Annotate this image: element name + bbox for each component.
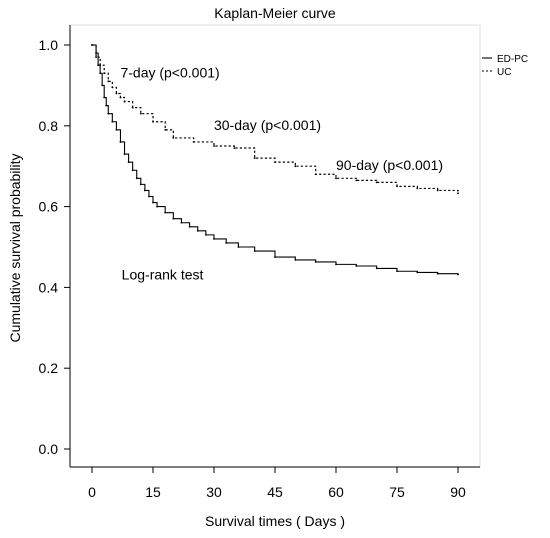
legend-label: UC (497, 67, 511, 78)
series-point-uc (95, 56, 97, 59)
y-tick-label: 0.2 (39, 360, 59, 376)
series-point-uc (314, 173, 317, 176)
series-point-ed-pc (156, 205, 158, 208)
series-point-ed-pc (148, 195, 150, 198)
series-point-ed-pc (164, 211, 167, 214)
x-tick-label: 75 (389, 484, 405, 500)
series-point-ed-pc (188, 225, 191, 228)
series-point-ed-pc (396, 270, 398, 273)
y-tick-label: 1.0 (39, 37, 59, 53)
series-point-ed-pc (253, 250, 256, 252)
series-point-uc (107, 80, 110, 83)
x-tick-label: 60 (328, 484, 344, 500)
series-point-uc (139, 112, 142, 115)
series-point-ed-pc (152, 201, 154, 204)
series-point-ed-pc (457, 273, 459, 276)
annotation-text: 90-day (p<0.001) (336, 157, 443, 173)
y-axis-label: Cumulative survival probability (7, 153, 23, 342)
series-point-ed-pc (237, 246, 240, 248)
x-tick-label: 15 (145, 484, 161, 500)
series-point-ed-pc (131, 169, 134, 172)
series-point-uc (192, 141, 195, 143)
chart-title: Kaplan-Meier curve (214, 5, 336, 21)
series-point-ed-pc (99, 72, 102, 75)
series-point-ed-pc (375, 267, 378, 270)
x-ticks: 0 15 30 45 60 75 90 (88, 467, 466, 500)
x-tick-label: 30 (206, 484, 222, 500)
series-point-ed-pc (111, 120, 114, 123)
series-point-uc (99, 64, 102, 67)
y-tick-label: 0.8 (39, 118, 59, 134)
y-ticks: 0.0 0.2 0.4 0.6 0.8 1.0 (39, 37, 70, 457)
plot-area-frame (69, 24, 481, 468)
series-point-ed-pc (127, 161, 130, 164)
x-tick-label: 0 (88, 484, 96, 500)
series-point-uc (91, 44, 93, 46)
series-point-ed-pc (172, 217, 175, 220)
series-point-uc (213, 145, 215, 147)
y-tick-label: 0.6 (39, 199, 59, 215)
y-tick-label: 0.0 (39, 441, 59, 457)
series-point-uc (152, 120, 154, 123)
series-point-uc (123, 100, 126, 103)
y-tick-label: 0.4 (39, 279, 59, 295)
series-point-ed-pc (143, 189, 146, 192)
series-point-ed-pc (436, 272, 439, 275)
series-line-ed-pc (92, 44, 459, 275)
series-point-ed-pc (180, 221, 183, 224)
series-point-ed-pc (119, 141, 122, 143)
series-point-ed-pc (274, 256, 276, 258)
series-point-ed-pc (105, 104, 108, 107)
series-point-uc (375, 181, 378, 184)
series-point-ed-pc (416, 271, 419, 274)
series-point-uc (172, 137, 175, 139)
x-tick-label: 90 (450, 484, 466, 500)
series-point-uc (233, 147, 236, 149)
annotation-text: 7-day (p<0.001) (120, 64, 219, 80)
series-point-uc (119, 96, 122, 99)
series-point-ed-pc (135, 177, 138, 180)
series-point-uc (164, 128, 167, 131)
series-point-ed-pc (196, 229, 199, 232)
series-point-ed-pc (97, 64, 99, 67)
series-point-uc (396, 185, 398, 188)
series-point-ed-pc (213, 238, 215, 240)
annotation-text: Log-rank test (122, 266, 204, 282)
series-point-ed-pc (107, 112, 110, 115)
x-axis-label: Survival times ( Days ) (205, 513, 345, 529)
series-point-ed-pc (139, 183, 142, 186)
annotation-text: 30-day (p<0.001) (214, 117, 321, 133)
legend: ED-PC UC (482, 54, 528, 78)
series-point-ed-pc (115, 128, 118, 131)
series-point-ed-pc (204, 233, 207, 236)
series-point-uc (111, 86, 114, 89)
series-point-ed-pc (101, 84, 104, 87)
series-point-uc (131, 106, 134, 109)
series-layer (91, 44, 459, 276)
series-point-uc (416, 187, 419, 190)
series-point-uc (115, 92, 118, 95)
series-point-ed-pc (294, 259, 297, 261)
series-point-ed-pc (103, 96, 106, 99)
series-point-ed-pc (225, 242, 228, 244)
series-point-ed-pc (314, 261, 317, 263)
series-point-uc (103, 72, 106, 75)
series-point-uc (436, 189, 439, 192)
series-point-uc (274, 161, 276, 164)
annotation-layer: 7-day (p<0.001) 30-day (p<0.001) 90-day (p… (120, 64, 443, 282)
series-line-uc (92, 44, 459, 194)
series-point-uc (355, 179, 358, 182)
series-point-uc (457, 192, 459, 195)
series-point-ed-pc (335, 263, 337, 266)
series-point-uc (253, 157, 256, 160)
series-point-ed-pc (123, 153, 126, 155)
series-point-uc (335, 177, 337, 180)
legend-label: ED-PC (497, 54, 528, 65)
series-point-uc (294, 165, 297, 168)
x-tick-label: 45 (267, 484, 283, 500)
series-point-ed-pc (355, 265, 358, 267)
series-point-ed-pc (95, 52, 97, 54)
